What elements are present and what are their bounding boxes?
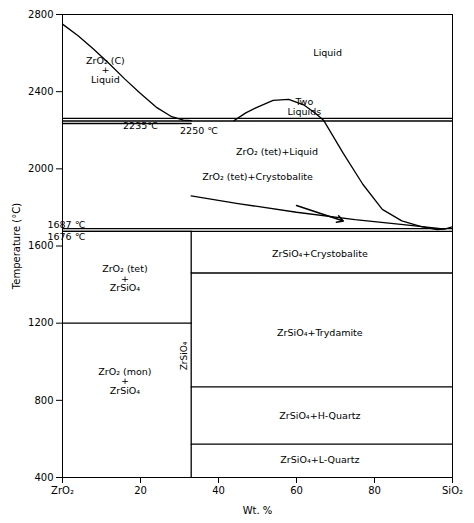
svg-text:1687 ℃: 1687 ℃ xyxy=(47,219,85,230)
svg-text:2400: 2400 xyxy=(28,86,53,97)
svg-text:Temperature (°C): Temperature (°C) xyxy=(11,203,22,290)
svg-text:1600: 1600 xyxy=(28,240,54,252)
svg-text:Wt. %: Wt. % xyxy=(243,505,273,516)
svg-text:2250 ℃: 2250 ℃ xyxy=(180,125,218,136)
svg-text:60: 60 xyxy=(290,485,303,496)
svg-text:800: 800 xyxy=(34,395,53,406)
svg-text:ZrO₂ (tet)+Liquid: ZrO₂ (tet)+Liquid xyxy=(236,146,318,157)
svg-text:TwoLiquids: TwoLiquids xyxy=(287,96,321,117)
svg-text:2800: 2800 xyxy=(28,9,53,20)
svg-text:ZrSiO₄+Crystobalite: ZrSiO₄+Crystobalite xyxy=(272,248,368,259)
svg-text:2235℃: 2235℃ xyxy=(123,120,158,131)
svg-text:ZrSiO₄+H-Quartz: ZrSiO₄+H-Quartz xyxy=(279,410,360,421)
svg-text:Liquid: Liquid xyxy=(313,47,342,58)
svg-text:400: 400 xyxy=(34,472,53,483)
svg-text:SiO₂: SiO₂ xyxy=(442,485,463,496)
svg-text:1676 ℃: 1676 ℃ xyxy=(47,231,85,242)
svg-text:ZrO₂ (tet)+ZrSiO₄: ZrO₂ (tet)+ZrSiO₄ xyxy=(102,263,147,293)
svg-text:ZrO₂ (C)+Liquid: ZrO₂ (C)+Liquid xyxy=(86,55,125,85)
svg-text:2000: 2000 xyxy=(28,163,53,174)
svg-text:80: 80 xyxy=(368,485,381,496)
svg-text:ZrSiO₄: ZrSiO₄ xyxy=(179,341,189,370)
svg-text:40: 40 xyxy=(212,485,225,496)
svg-text:1200: 1200 xyxy=(28,317,53,328)
svg-text:20: 20 xyxy=(134,485,147,496)
svg-text:ZrSiO₄+L-Quartz: ZrSiO₄+L-Quartz xyxy=(280,454,359,465)
svg-text:ZrO₂ (mon)+ZrSiO₄: ZrO₂ (mon)+ZrSiO₄ xyxy=(98,366,151,396)
svg-text:ZrO₂ (tet)+Crystobalite: ZrO₂ (tet)+Crystobalite xyxy=(202,171,313,182)
svg-text:ZrO₂: ZrO₂ xyxy=(51,485,74,496)
svg-text:ZrSiO₄+Trydamite: ZrSiO₄+Trydamite xyxy=(277,327,363,338)
